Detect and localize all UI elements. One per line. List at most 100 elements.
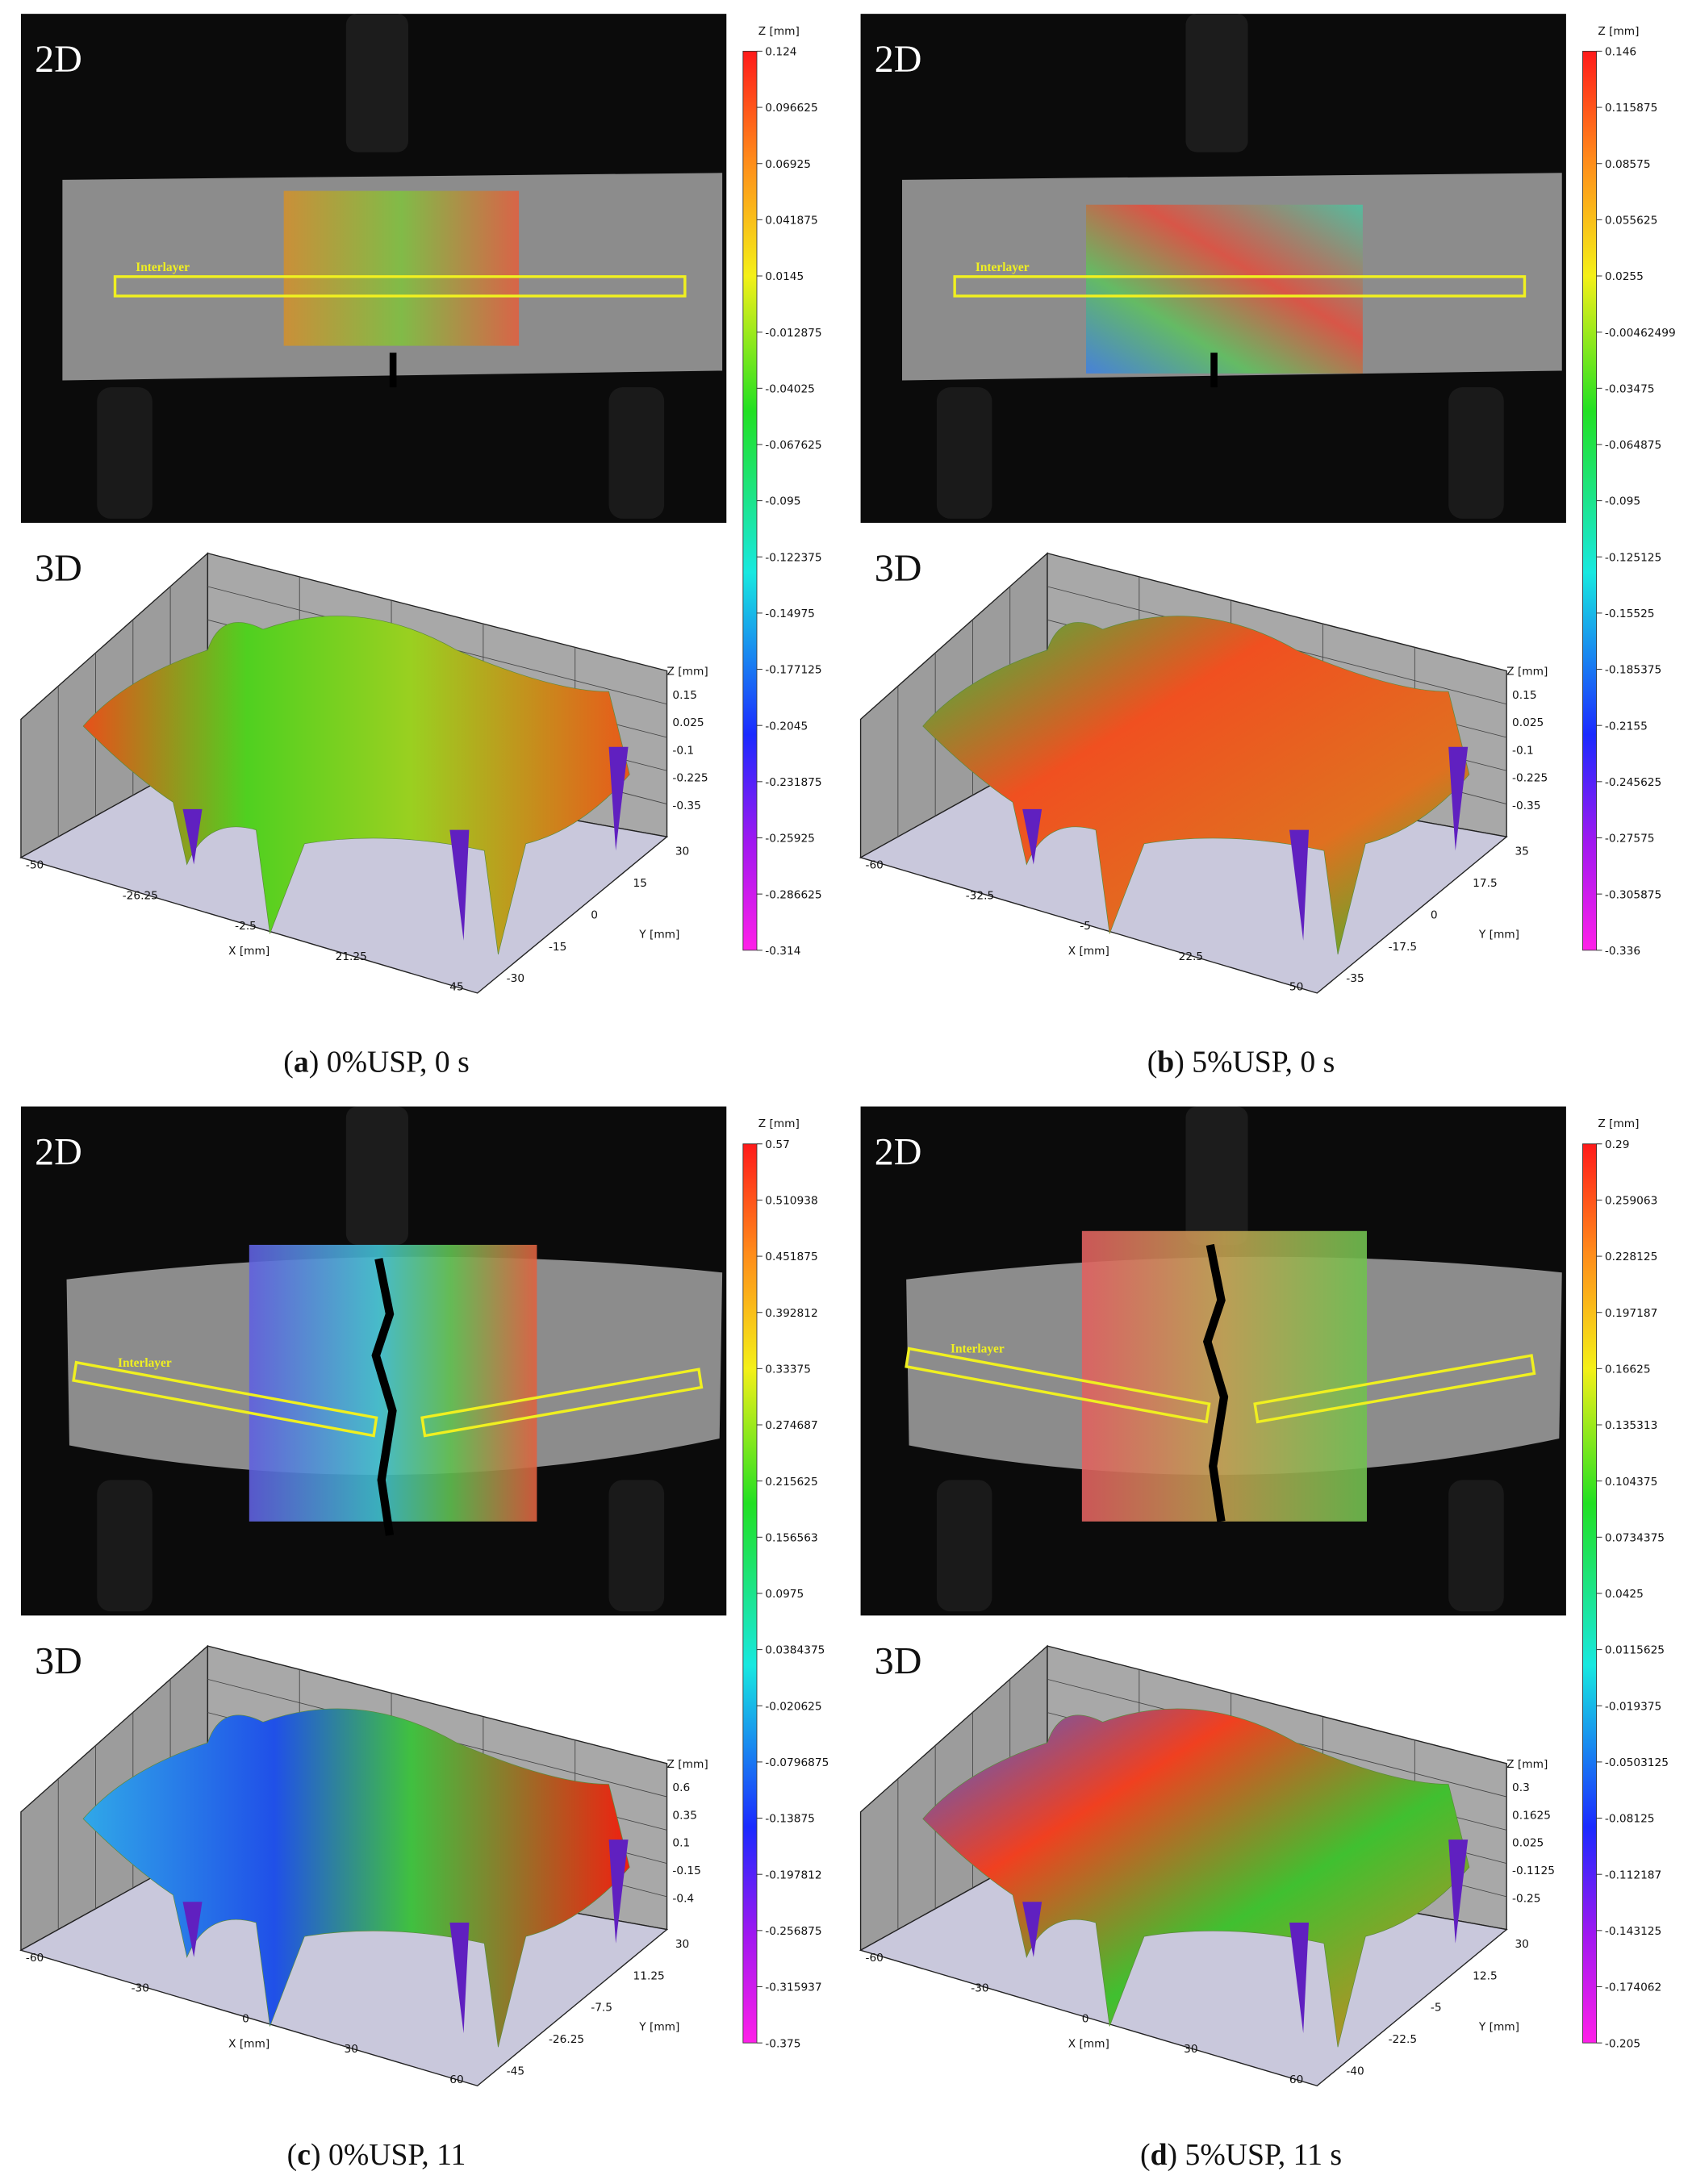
label-2d: 2D [35,38,82,81]
caption: (a) 0%USP, 0 s [283,1046,469,1079]
caption-label: c [297,2138,311,2172]
interlayer-label: Interlayer [951,1343,1005,1356]
caption-open: ( [287,2138,298,2172]
y-tick-label: -30 [507,972,524,985]
colorbar-tick-label: 0.135313 [1605,1419,1657,1432]
caption-label: b [1157,1046,1174,1079]
y-tick-label: -26.25 [549,2033,584,2046]
surface-spike [1022,1902,1042,1957]
y-tick-label: -22.5 [1389,2033,1417,2046]
caption-text: ) 0%USP, 0 s [309,1046,470,1079]
interlayer-box [905,1347,1211,1424]
x-tick-label: -2.5 [235,920,257,933]
z-tick-label: -0.1 [1512,744,1534,757]
x-axis-label: X [mm] [1068,945,1109,958]
z-axis-label: Z [mm] [667,1758,708,1771]
fixture [936,1480,992,1612]
fixture [345,1106,408,1245]
colorbar-tick-label: 0.16625 [1605,1363,1651,1376]
fixture [97,387,153,519]
fixture [936,387,992,519]
colorbar-tick-label: -0.0796875 [765,1756,829,1769]
colorbar-tick-label: 0.0115625 [1605,1644,1665,1657]
z-tick-label: -0.225 [1512,772,1548,785]
colorbar-tick-label: 0.06925 [765,158,811,171]
z-axis-label: Z [mm] [1506,1758,1548,1771]
z-tick-label: 0.35 [672,1809,697,1822]
label-2d: 2D [875,1131,922,1174]
colorbar-tick-label: 0.08575 [1605,158,1651,171]
x-tick-label: 21.25 [336,950,367,963]
interlayer-box [420,1368,704,1438]
x-tick-label: 50 [1289,980,1303,993]
z-tick-label: -0.35 [672,800,700,812]
y-tick-label: -35 [1346,972,1364,985]
surface-spike [608,746,629,851]
colorbar [742,1143,758,2044]
surface-spike [1289,829,1310,941]
z-tick-label: -0.4 [672,1892,694,1905]
x-tick-label: -60 [866,1952,884,1965]
y-tick-label: 12.5 [1473,1969,1498,1982]
y-axis-label: Y [mm] [1478,2021,1519,2034]
colorbar-tick-label: 0.0734375 [1605,1531,1665,1544]
z-tick-label: 0.1 [672,1837,690,1850]
colorbar-tick-label: -0.2045 [765,720,808,733]
y-tick-label: -45 [507,2065,524,2078]
label-2d: 2D [875,38,922,81]
colorbar-title: Z [mm] [758,25,800,38]
surface-spike [1448,746,1469,851]
colorbar-tick-label: -0.205 [1605,2037,1640,2050]
crack [371,1258,397,1536]
colorbar-tick-label: -0.095 [765,495,800,508]
colorbar-tick-label: -0.197812 [765,1869,821,1881]
colorbar-tick-label: -0.315937 [765,1981,821,1994]
z-tick-label: 0.025 [1512,1837,1544,1850]
colorbar-tick-label: -0.0503125 [1605,1756,1669,1769]
colorbar [1582,1143,1598,2044]
y-axis-label: Y [mm] [1478,928,1519,941]
z-tick-label: 0.025 [672,716,704,729]
colorbar-tick-label: 0.259063 [1605,1195,1657,1208]
z-tick-label: -0.25 [1512,1892,1540,1905]
z-tick-label: 0.15 [1512,689,1537,702]
label-2d: 2D [35,1131,82,1174]
colorbar-tick-label: -0.03475 [1605,382,1655,395]
surface-spike [182,808,203,865]
y-tick-label: 30 [675,845,689,858]
y-tick-label: 30 [675,1938,689,1951]
colorbar-tick-label: 0.0425 [1605,1588,1644,1601]
z-tick-label: 0.6 [672,1781,690,1794]
x-axis-label: X [mm] [228,945,269,958]
z-tick-label: -0.1 [672,744,694,757]
colorbar-tick-label: 0.0145 [765,270,804,283]
y-axis-label: Y [mm] [638,928,679,941]
notch [389,353,397,388]
x-axis-label: X [mm] [228,2037,269,2050]
colorbar-tick-label: -0.245625 [1605,776,1661,789]
y-tick-label: -7.5 [591,2002,612,2015]
x-tick-label: -32.5 [966,889,994,902]
colorbar-tick-label: 0.096625 [765,102,817,115]
colorbar-tick-label: -0.012875 [765,327,821,340]
x-tick-label: 60 [449,2073,463,2086]
colorbar-tick-label: -0.020625 [765,1700,821,1713]
y-tick-label: -17.5 [1389,941,1417,954]
caption: (b) 5%USP, 0 s [1147,1046,1335,1079]
colorbar-tick-label: -0.231875 [765,776,821,789]
y-tick-label: 11.25 [633,1969,665,1982]
colorbar-tick-label: -0.122375 [765,551,821,564]
label-3d: 3D [875,1639,922,1682]
y-tick-label: 30 [1515,1938,1528,1951]
colorbar-tick-label: -0.00462499 [1605,327,1676,340]
colorbar-tick-label: 0.57 [765,1138,790,1151]
x-axis-label: X [mm] [1068,2037,1109,2050]
caption-label: a [294,1046,309,1079]
x-tick-label: 60 [1289,2073,1303,2086]
x-tick-label: 30 [345,2043,358,2056]
panel: Interlayer 2D Z [mm] 0.146 0.115875 0.08575 0.… [859,14,1676,1079]
colorbar [742,51,758,951]
colorbar-tick-label: 0.33375 [765,1363,811,1376]
colorbar-tick-label: -0.314 [765,945,800,958]
displacement-overlay [1086,204,1363,374]
